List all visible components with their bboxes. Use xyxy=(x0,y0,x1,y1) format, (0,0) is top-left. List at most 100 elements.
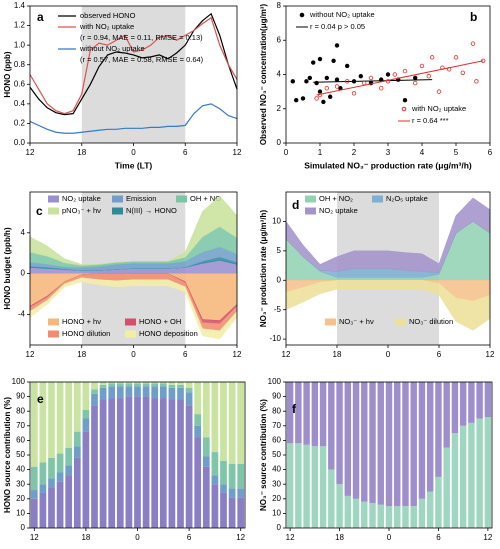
panel-letter: d xyxy=(292,198,299,212)
point xyxy=(331,58,336,63)
bar-segment xyxy=(82,382,90,410)
y-axis-title: NO₃⁻ source contribution (%) xyxy=(259,399,268,511)
legend-swatch xyxy=(325,318,336,326)
bar-segment xyxy=(159,383,167,387)
y-tick-label: 1.0 xyxy=(14,40,26,49)
bar-segment xyxy=(220,382,227,461)
legend-label: NO₃⁻ + hν xyxy=(339,317,374,326)
bar-segment xyxy=(177,382,184,385)
y-tick-label: 0.2 xyxy=(14,119,26,128)
bar-segment xyxy=(352,382,360,499)
bar-segment xyxy=(134,383,141,387)
x-tick-label: 12 xyxy=(26,350,35,359)
y-tick-label: 30 xyxy=(16,479,25,488)
bar-segment xyxy=(73,431,81,447)
bar-segment xyxy=(443,382,450,448)
point xyxy=(294,97,299,103)
point xyxy=(328,94,333,99)
bar-segment xyxy=(125,382,133,384)
legend-label: Emission xyxy=(126,194,156,203)
bar-segment xyxy=(220,484,227,493)
legend-label: observed HONO xyxy=(80,11,136,20)
bar-segment xyxy=(459,382,467,426)
bar-segment xyxy=(220,492,227,528)
bar-segment xyxy=(451,382,459,434)
legend-label: HONO dilution xyxy=(62,329,110,338)
y-tick-label: -10 xyxy=(269,334,281,343)
bar-segment xyxy=(286,382,294,444)
bar-segment xyxy=(402,382,409,507)
legend-stats: (r = 0.57, MAE = 0.58, RMSE = 0.64) xyxy=(80,55,204,64)
legend-swatch xyxy=(48,318,59,326)
bar-segment xyxy=(65,465,73,476)
x-tick-label: 18 xyxy=(77,350,86,359)
y-tick-label: 1.2 xyxy=(14,21,26,30)
bar-segment xyxy=(468,422,475,528)
y-axis-title: Observed NO₃⁻ concentration(μg/m³) xyxy=(259,4,268,146)
bar-segment xyxy=(65,382,73,448)
bar-segment xyxy=(151,382,159,384)
point xyxy=(351,91,357,96)
bar-segment xyxy=(73,382,81,432)
x-tick-label: 5 xyxy=(454,148,459,157)
bar-segment xyxy=(177,399,184,528)
bar-segment xyxy=(99,399,107,528)
point xyxy=(311,60,316,65)
bar-segment xyxy=(168,399,176,528)
panel-letter: a xyxy=(37,10,44,24)
panel-letter: c xyxy=(36,204,43,218)
bar-segment xyxy=(295,382,302,444)
legend-label: N₂O₅ uptake xyxy=(386,194,428,203)
point xyxy=(470,41,476,46)
legend-label: without NO₂ uptake xyxy=(79,44,145,53)
bar-segment xyxy=(402,506,409,528)
bar-segment xyxy=(142,396,150,528)
bar-segment xyxy=(142,383,150,387)
bar-segment xyxy=(228,488,236,498)
bar-segment xyxy=(73,457,81,528)
bar-segment xyxy=(56,481,64,528)
bar-segment xyxy=(426,491,434,528)
bar-segment xyxy=(459,425,467,528)
bar-segment xyxy=(361,382,368,502)
y-axis-title: HONO budget (ppb/h) xyxy=(3,227,12,310)
legend-swatch xyxy=(176,195,187,203)
bar-segment xyxy=(125,396,133,528)
legend-swatch xyxy=(305,207,316,215)
point xyxy=(358,74,363,79)
bar-segment xyxy=(168,384,176,388)
bar-segment xyxy=(319,446,327,528)
y-tick-label: 90 xyxy=(16,392,25,401)
legend-swatch xyxy=(395,318,406,326)
bar-segment xyxy=(228,463,236,489)
bar-segment xyxy=(361,501,368,528)
bar-segment xyxy=(142,386,150,397)
x-tick-label: 0 xyxy=(131,350,136,359)
bar-segment xyxy=(484,382,492,418)
x-tick-label: 6 xyxy=(187,533,192,542)
bar-segment xyxy=(168,387,176,400)
point xyxy=(321,99,326,105)
bar-segment xyxy=(352,498,360,528)
bar-segment xyxy=(185,392,193,406)
y-tick-label: 0.8 xyxy=(14,60,26,69)
y-axis-title: HONO (ppb) xyxy=(3,51,12,98)
bar-segment xyxy=(451,433,459,528)
y-tick-label: 8 xyxy=(277,1,282,10)
legend-swatch xyxy=(112,207,123,215)
bar-segment xyxy=(303,444,310,528)
bar-segment xyxy=(91,389,98,394)
bar-segment xyxy=(39,462,47,485)
x-tick-label: 12 xyxy=(282,350,291,359)
legend-label: NO₃⁻ dilution xyxy=(409,317,453,326)
fit-line xyxy=(316,60,484,96)
bar-segment xyxy=(134,382,141,384)
bar-segment xyxy=(116,383,124,387)
point xyxy=(392,72,397,77)
bar-segment xyxy=(202,456,210,467)
bar-segment xyxy=(336,382,343,485)
y-tick-label: 0 xyxy=(21,523,26,532)
line xyxy=(29,12,238,116)
legend-label: OH + NO₂ xyxy=(319,194,353,203)
bar-segment xyxy=(435,476,442,528)
